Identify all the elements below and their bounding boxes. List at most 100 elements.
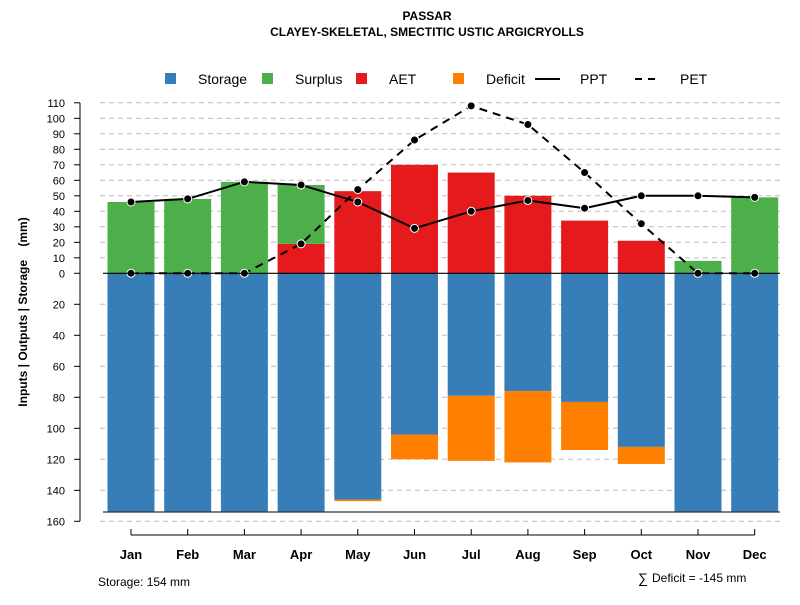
y-tick-label: 100 bbox=[47, 423, 65, 435]
deficit-bar bbox=[561, 401, 609, 450]
storage-bar bbox=[504, 273, 552, 392]
aet-bar bbox=[277, 243, 325, 274]
storage-bar bbox=[334, 273, 382, 500]
y-tick-label: 70 bbox=[53, 160, 65, 172]
y-tick-label: 140 bbox=[47, 485, 65, 497]
legend: Storage Surplus AET Deficit PPT PET bbox=[165, 71, 708, 87]
ppt-point bbox=[239, 177, 249, 187]
legend-label: Surplus bbox=[295, 71, 342, 87]
y-tick-label: 0 bbox=[59, 268, 65, 280]
y-tick-label: 120 bbox=[47, 454, 65, 466]
y-tick-label: 20 bbox=[53, 237, 65, 249]
ppt-point bbox=[523, 195, 533, 205]
storage-bar bbox=[220, 273, 268, 512]
ppt-point bbox=[693, 191, 703, 201]
y-tick-label: 110 bbox=[47, 98, 65, 110]
y-tick-label: 80 bbox=[53, 144, 65, 156]
ppt-point bbox=[636, 191, 646, 201]
aet-bar bbox=[561, 220, 609, 274]
bars bbox=[107, 164, 779, 512]
pet-point bbox=[353, 185, 363, 195]
ppt-point bbox=[126, 197, 136, 207]
deficit-bar bbox=[504, 391, 552, 463]
legend-label: AET bbox=[389, 71, 417, 87]
aet-bar bbox=[617, 240, 665, 274]
y-tick-label: 30 bbox=[53, 222, 65, 234]
deficit-sum-symbol: ∑ bbox=[638, 570, 648, 586]
y-tick-label: 60 bbox=[53, 175, 65, 187]
ppt-point bbox=[466, 206, 476, 216]
x-tick-label: Feb bbox=[176, 547, 199, 562]
pet-point bbox=[580, 168, 590, 178]
pet-point bbox=[636, 219, 646, 229]
deficit-bar bbox=[334, 499, 382, 502]
deficit-bar bbox=[447, 395, 495, 461]
storage-bar bbox=[617, 273, 665, 447]
legend-label: PPT bbox=[580, 71, 608, 87]
x-tick-label: Jan bbox=[120, 547, 142, 562]
x-tick-label: Aug bbox=[515, 547, 540, 562]
pet-point bbox=[410, 135, 419, 145]
x-tick-label: Jun bbox=[403, 547, 426, 562]
y-tick-label: 10 bbox=[53, 253, 65, 265]
surplus-bar bbox=[220, 181, 268, 274]
legend-swatch-deficit bbox=[453, 73, 464, 84]
surplus-bar bbox=[107, 202, 155, 274]
storage-bar bbox=[674, 273, 722, 512]
chart-subtitle: CLAYEY-SKELETAL, SMECTITIC USTIC ARGICRY… bbox=[270, 25, 584, 39]
y-tick-label: 40 bbox=[53, 330, 65, 342]
aet-bar bbox=[391, 164, 438, 274]
legend-swatch-aet bbox=[356, 73, 367, 84]
surplus-bar bbox=[674, 260, 722, 274]
pet-point bbox=[523, 120, 533, 129]
storage-bar bbox=[731, 273, 779, 512]
legend-swatch-surplus bbox=[262, 73, 273, 84]
surplus-bar bbox=[731, 197, 779, 274]
x-tick-label: Apr bbox=[290, 547, 312, 562]
y-tick-label: 80 bbox=[53, 392, 65, 404]
legend-swatch-storage bbox=[165, 73, 176, 84]
ppt-point bbox=[410, 223, 419, 233]
x-tick-label: Oct bbox=[630, 547, 652, 562]
y-tick-label: 50 bbox=[53, 191, 65, 203]
y-tick-label: 40 bbox=[53, 206, 65, 218]
ppt-point bbox=[183, 194, 193, 204]
pet-point bbox=[296, 239, 306, 249]
legend-label: PET bbox=[680, 71, 708, 87]
gridlines bbox=[100, 102, 782, 522]
pet-point bbox=[466, 101, 476, 111]
x-tick-label: May bbox=[345, 547, 371, 562]
y-tick-label: 160 bbox=[47, 516, 65, 528]
legend-label: Deficit bbox=[486, 71, 525, 87]
x-tick-label: Jul bbox=[462, 547, 481, 562]
y-tick-label: 60 bbox=[53, 361, 65, 373]
ppt-point bbox=[750, 192, 760, 202]
y-tick-label: 100 bbox=[47, 113, 65, 125]
x-tick-label: Sep bbox=[573, 547, 597, 562]
storage-bar bbox=[164, 273, 212, 512]
storage-annotation: Storage: 154 mm bbox=[98, 575, 190, 589]
x-tick-label: Nov bbox=[686, 547, 711, 562]
ppt-point bbox=[353, 197, 363, 207]
storage-bar bbox=[447, 273, 495, 396]
surplus-bar bbox=[164, 198, 212, 274]
deficit-annotation: Deficit = -145 mm bbox=[652, 571, 746, 585]
ppt-point bbox=[580, 203, 590, 213]
surplus-bar bbox=[277, 184, 325, 244]
storage-bar bbox=[391, 273, 438, 435]
x-tick-label: Dec bbox=[743, 547, 767, 562]
ppt-line bbox=[130, 180, 755, 230]
storage-bar bbox=[107, 273, 155, 512]
deficit-bar bbox=[617, 446, 665, 464]
deficit-bar bbox=[391, 434, 438, 460]
aet-bar bbox=[447, 172, 495, 274]
legend-label: Storage bbox=[198, 71, 247, 87]
storage-bar bbox=[561, 273, 609, 402]
storage-bar bbox=[277, 273, 325, 512]
y-axis-label: Inputs | Outputs | Storage (mm) bbox=[16, 217, 30, 406]
chart-title: PASSAR bbox=[402, 9, 451, 23]
y-tick-label: 90 bbox=[53, 129, 65, 141]
ppt-point bbox=[296, 180, 306, 190]
aet-bar bbox=[504, 195, 552, 274]
